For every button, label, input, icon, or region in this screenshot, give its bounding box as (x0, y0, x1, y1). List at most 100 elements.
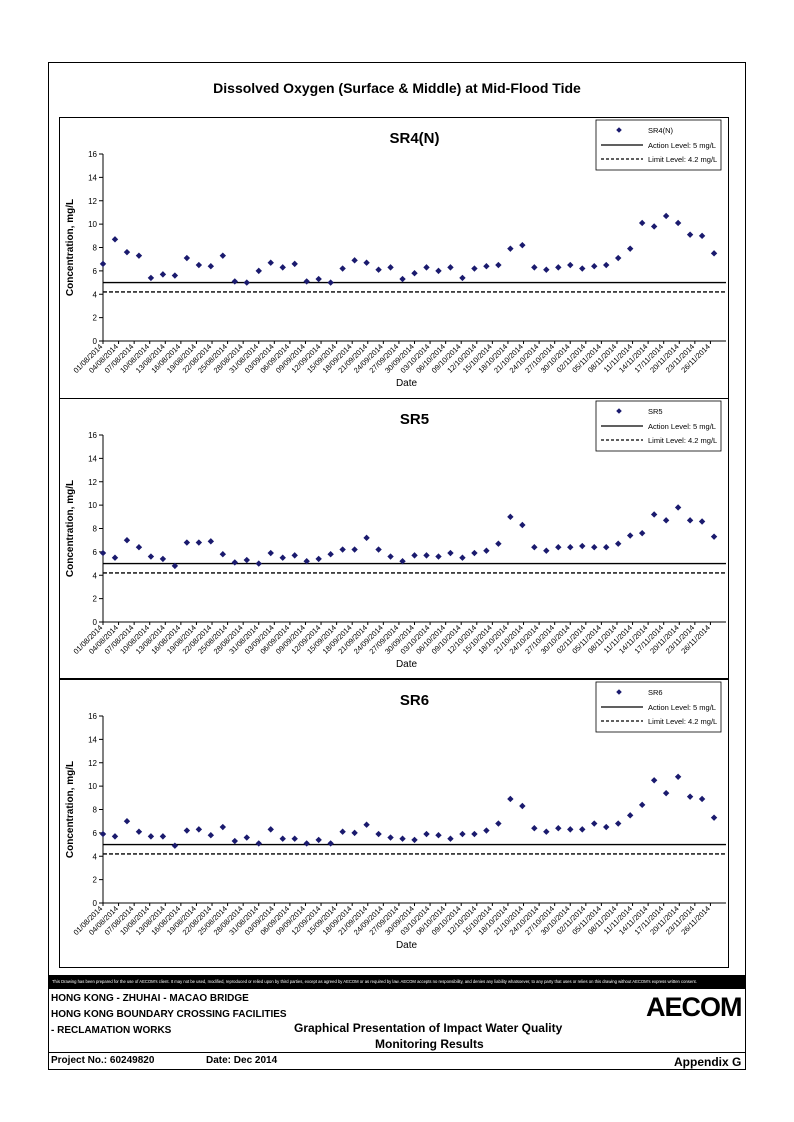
y-tick-label: 10 (88, 782, 97, 791)
y-tick-label: 10 (88, 220, 97, 229)
data-point (674, 219, 682, 227)
data-point (111, 554, 119, 561)
data-point (483, 547, 490, 554)
data-point (555, 264, 562, 271)
chart-panel-border (59, 679, 729, 968)
data-point (698, 518, 706, 525)
y-tick-label: 10 (88, 501, 97, 510)
data-point (423, 830, 430, 838)
project-line-2: HONG KONG BOUNDARY CROSSING FACILITIES (51, 1009, 287, 1020)
data-point (183, 539, 191, 546)
y-tick-label: 8 (93, 244, 98, 253)
data-point (351, 546, 358, 553)
chart-title: SR5 (400, 411, 429, 428)
data-point (603, 823, 610, 831)
aecom-logo: AECOM (646, 992, 742, 1022)
data-point (662, 212, 670, 220)
y-tick-label: 6 (93, 829, 98, 838)
y-axis-label: Concentration, mg/L (65, 480, 76, 577)
legend-label-limit: Limit Level: 4.2 mg/L (648, 155, 717, 164)
data-point (303, 558, 310, 565)
legend-marker-series (616, 408, 622, 414)
data-point (219, 252, 227, 259)
data-point (255, 267, 262, 275)
data-point (99, 830, 107, 838)
legend-label-limit: Limit Level: 4.2 mg/L (648, 436, 717, 445)
data-point (626, 812, 634, 819)
data-point (698, 232, 706, 240)
data-point (291, 835, 298, 842)
y-tick-label: 6 (93, 548, 98, 557)
data-point (387, 553, 394, 560)
data-point (327, 551, 334, 558)
data-point (147, 833, 155, 840)
data-point (315, 555, 322, 563)
x-axis-label: Date (396, 940, 418, 951)
data-point (579, 542, 586, 550)
data-point (207, 263, 215, 270)
data-point (363, 534, 370, 542)
data-point (686, 793, 694, 800)
y-tick-label: 12 (88, 478, 97, 487)
legend-label-action: Action Level: 5 mg/L (648, 422, 716, 431)
data-point (411, 552, 418, 559)
data-point (555, 544, 562, 551)
data-point (447, 835, 454, 842)
data-point (579, 265, 586, 272)
data-point (219, 823, 227, 831)
data-point (375, 546, 382, 553)
data-point (195, 826, 203, 833)
y-tick-label: 8 (93, 806, 98, 815)
data-point (351, 257, 358, 264)
data-point (650, 223, 658, 230)
data-point (123, 817, 131, 825)
data-point (291, 552, 298, 559)
legend-marker-series (616, 127, 622, 133)
data-point (135, 252, 143, 259)
data-point (243, 279, 250, 286)
y-tick-label: 12 (88, 197, 97, 206)
data-point (291, 260, 298, 268)
data-point (686, 231, 694, 238)
legend-box (595, 400, 722, 452)
data-point (243, 834, 250, 841)
data-point (507, 513, 514, 521)
data-point (219, 551, 227, 558)
y-tick-label: 4 (93, 852, 98, 861)
data-point (459, 274, 466, 282)
data-point (638, 801, 646, 809)
data-point (459, 554, 466, 561)
data-point (255, 840, 262, 847)
data-point (710, 533, 718, 540)
data-point (567, 826, 574, 833)
data-point (159, 555, 167, 563)
y-tick-label: 6 (93, 267, 98, 276)
appendix-label: Appendix G (674, 1055, 742, 1069)
data-point (279, 835, 286, 842)
data-point (483, 263, 490, 270)
legend-label-series: SR4(N) (648, 126, 674, 135)
y-tick-label: 16 (88, 431, 97, 440)
data-point (111, 833, 119, 840)
data-point (638, 529, 646, 537)
data-point (531, 825, 538, 832)
data-point (591, 263, 598, 270)
data-point (399, 835, 406, 842)
y-tick-label: 2 (93, 595, 98, 604)
footer-divider (48, 1052, 746, 1053)
data-point (411, 270, 418, 277)
data-point (411, 836, 418, 844)
data-point (495, 820, 502, 827)
data-point (507, 245, 514, 252)
data-point (123, 536, 131, 544)
data-point (495, 261, 502, 269)
data-point (195, 539, 203, 546)
x-axis-label: Date (396, 378, 418, 389)
data-point (231, 559, 238, 566)
data-point (135, 544, 143, 551)
data-point (279, 554, 286, 561)
data-point (123, 248, 131, 256)
project-number: Project No.: 60249820 (51, 1055, 155, 1066)
